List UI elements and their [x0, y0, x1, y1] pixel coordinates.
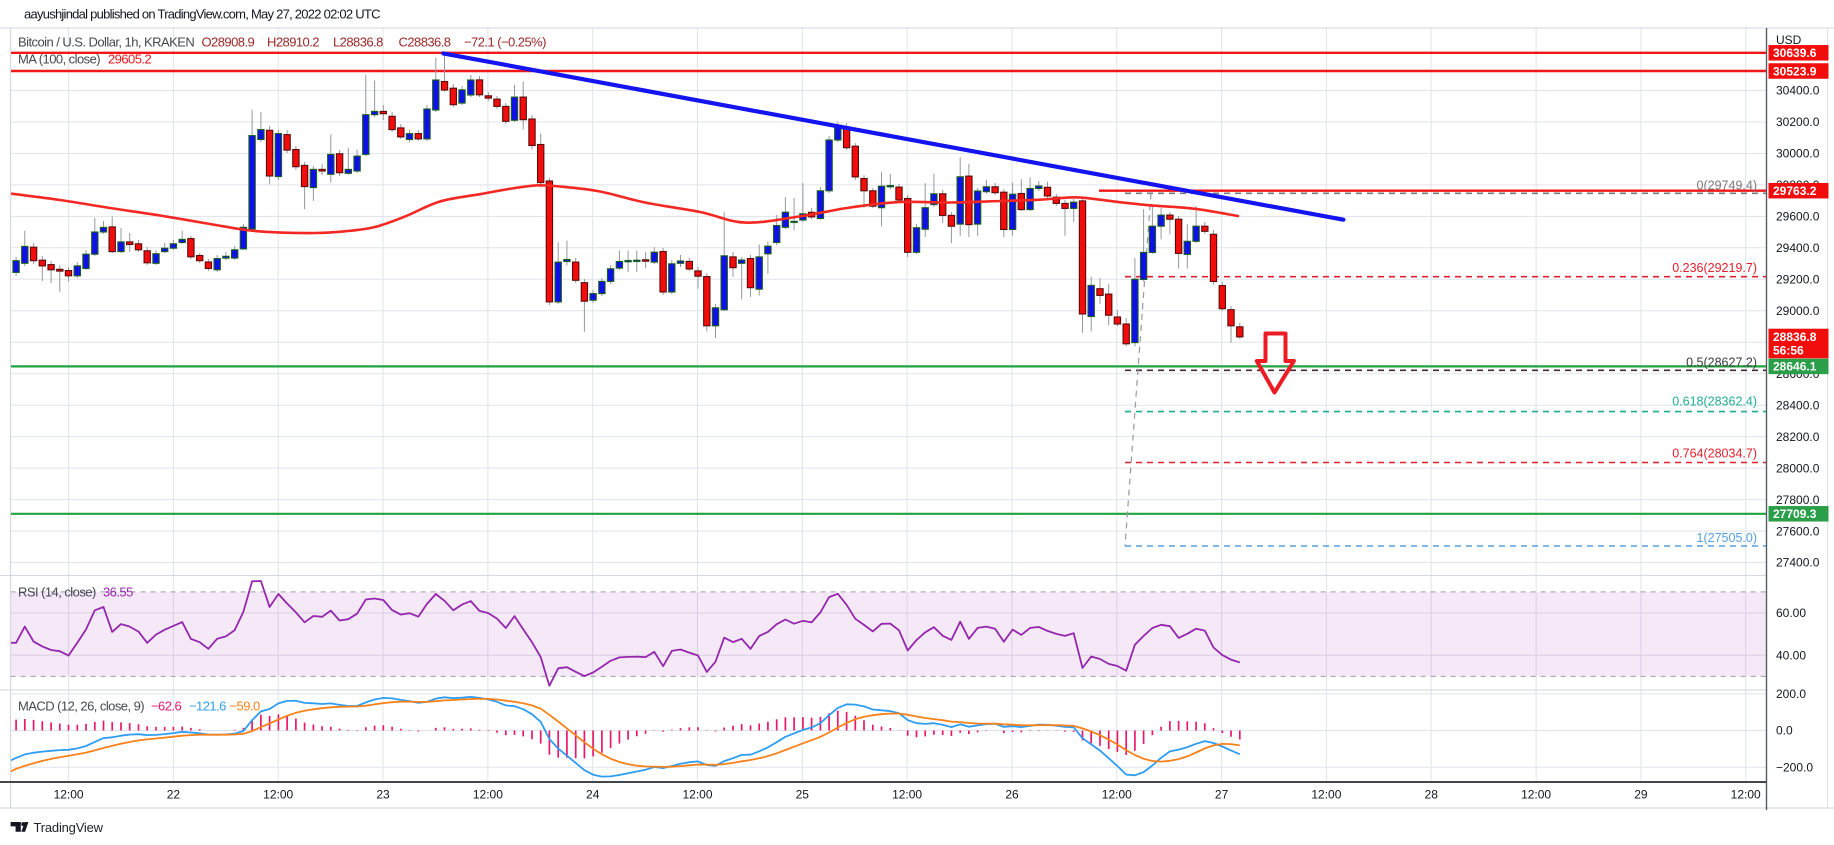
svg-text:28400.0: 28400.0	[1776, 398, 1820, 412]
svg-text:29000.0: 29000.0	[1776, 304, 1820, 318]
svg-text:30000.0: 30000.0	[1776, 147, 1820, 161]
svg-text:0.764(28034.7): 0.764(28034.7)	[1672, 446, 1757, 460]
svg-text:40.00: 40.00	[1776, 649, 1806, 663]
svg-text:−121.6: −121.6	[189, 699, 226, 714]
svg-text:28000.0: 28000.0	[1776, 461, 1820, 475]
svg-text:Bitcoin / U.S. Dollar, 1h, KRA: Bitcoin / U.S. Dollar, 1h, KRAKEN	[18, 35, 194, 50]
svg-text:29400.0: 29400.0	[1776, 241, 1820, 255]
svg-text:60.00: 60.00	[1776, 606, 1806, 620]
svg-text:0(29749.4): 0(29749.4)	[1697, 179, 1757, 193]
svg-text:12:00: 12:00	[1731, 788, 1761, 802]
svg-text:12:00: 12:00	[54, 788, 84, 802]
svg-text:12:00: 12:00	[1521, 788, 1551, 802]
svg-text:RSI (14, close): RSI (14, close)	[18, 585, 96, 600]
svg-text:−72.1 (−0.25%): −72.1 (−0.25%)	[464, 35, 546, 50]
svg-text:12:00: 12:00	[1311, 788, 1341, 802]
svg-text:30639.6: 30639.6	[1773, 46, 1817, 60]
svg-text:−200.0: −200.0	[1776, 761, 1813, 775]
svg-text:0.0: 0.0	[1776, 724, 1793, 738]
svg-text:30200.0: 30200.0	[1776, 115, 1820, 129]
svg-text:27: 27	[1215, 788, 1229, 802]
svg-text:24: 24	[586, 788, 600, 802]
svg-text:−62.6: −62.6	[151, 699, 181, 714]
svg-text:30400.0: 30400.0	[1776, 84, 1820, 98]
svg-text:MA (100, close): MA (100, close)	[18, 52, 100, 67]
svg-text:29605.2: 29605.2	[108, 52, 151, 67]
svg-text:29: 29	[1634, 788, 1648, 802]
svg-text:1(27505.0): 1(27505.0)	[1697, 531, 1757, 545]
svg-text:USD: USD	[1776, 33, 1802, 47]
svg-text:0.5(28627.2): 0.5(28627.2)	[1686, 355, 1757, 369]
svg-text:27709.3: 27709.3	[1773, 507, 1817, 521]
svg-text:12:00: 12:00	[682, 788, 712, 802]
svg-text:12:00: 12:00	[1102, 788, 1132, 802]
svg-text:L28836.8: L28836.8	[333, 35, 383, 50]
svg-text:56:56: 56:56	[1773, 343, 1804, 357]
svg-text:28646.1: 28646.1	[1773, 360, 1817, 374]
svg-text:28836.8: 28836.8	[1773, 330, 1817, 344]
svg-text:0.618(28362.4): 0.618(28362.4)	[1672, 395, 1757, 409]
svg-text:MACD (12, 26, close, 9): MACD (12, 26, close, 9)	[18, 699, 144, 714]
svg-text:29763.2: 29763.2	[1773, 184, 1817, 198]
svg-text:12:00: 12:00	[473, 788, 503, 802]
svg-text:TradingView: TradingView	[34, 820, 104, 835]
svg-text:36.55: 36.55	[103, 585, 133, 600]
svg-text:22: 22	[167, 788, 181, 802]
svg-text:27800.0: 27800.0	[1776, 493, 1820, 507]
svg-text:0.236(29219.7): 0.236(29219.7)	[1672, 261, 1757, 275]
svg-text:O28908.9: O28908.9	[202, 35, 255, 50]
svg-text:H28910.2: H28910.2	[267, 35, 319, 50]
svg-text:29200.0: 29200.0	[1776, 273, 1820, 287]
svg-text:30523.9: 30523.9	[1773, 64, 1817, 78]
svg-text:26: 26	[1005, 788, 1019, 802]
svg-text:28: 28	[1425, 788, 1439, 802]
svg-text:C28836.8: C28836.8	[399, 35, 451, 50]
svg-text:12:00: 12:00	[892, 788, 922, 802]
svg-text:27400.0: 27400.0	[1776, 556, 1820, 570]
svg-text:27600.0: 27600.0	[1776, 524, 1820, 538]
svg-text:aayushjindal published on Trad: aayushjindal published on TradingView.co…	[24, 7, 380, 22]
svg-text:23: 23	[376, 788, 390, 802]
svg-text:25: 25	[796, 788, 810, 802]
svg-text:200.0: 200.0	[1776, 687, 1806, 701]
svg-text:12:00: 12:00	[263, 788, 293, 802]
svg-text:28200.0: 28200.0	[1776, 430, 1820, 444]
svg-text:29600.0: 29600.0	[1776, 210, 1820, 224]
svg-text:−59.0: −59.0	[230, 699, 260, 714]
